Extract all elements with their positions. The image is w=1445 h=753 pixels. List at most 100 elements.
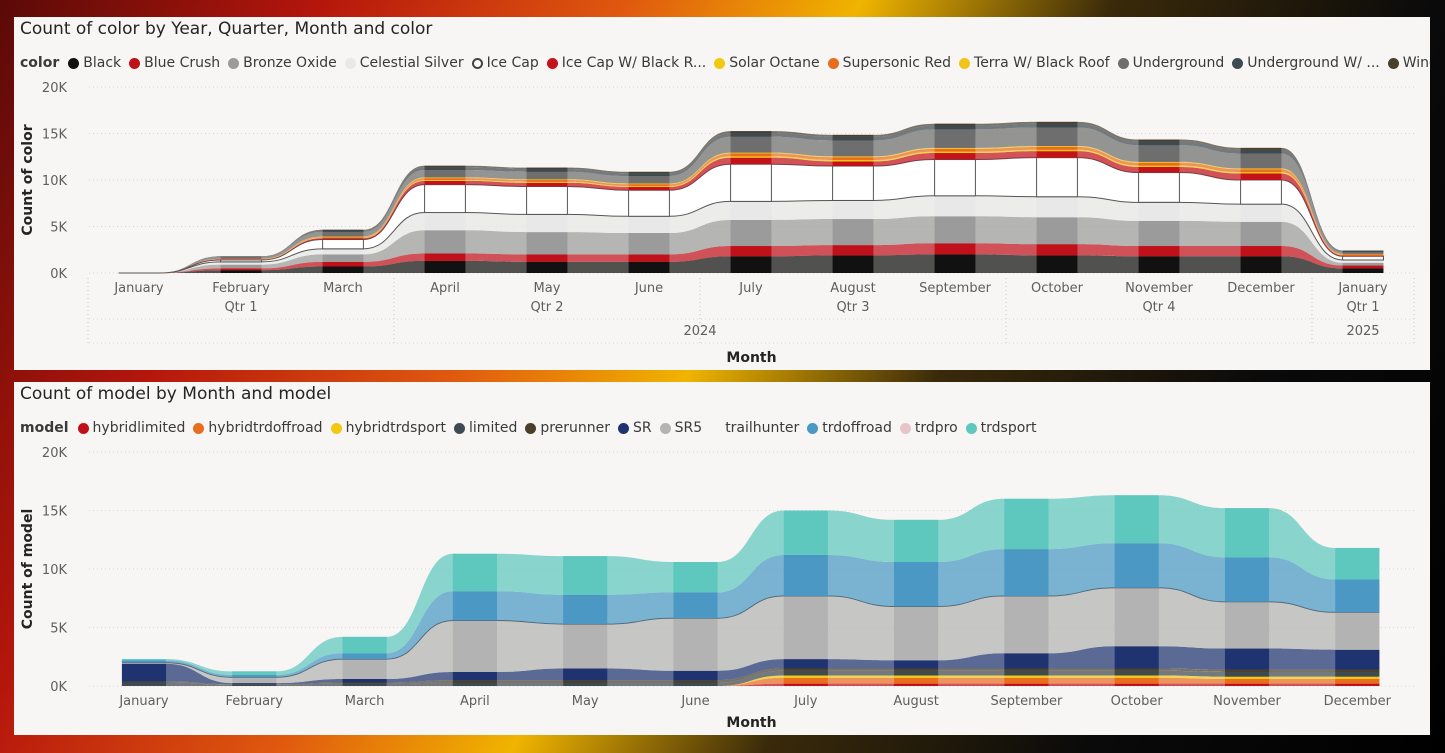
bar-segment[interactable]	[628, 184, 670, 187]
bar-segment[interactable]	[1114, 675, 1159, 678]
bar-segment[interactable]	[1138, 172, 1180, 203]
bar-segment[interactable]	[1224, 678, 1270, 684]
legend-item[interactable]: hybridtrdsport	[330, 420, 446, 436]
bar-segment[interactable]	[1224, 508, 1270, 558]
bar-segment[interactable]	[526, 179, 568, 180]
bar-segment[interactable]	[342, 653, 387, 660]
bar-segment[interactable]	[526, 254, 568, 262]
bar-segment[interactable]	[452, 620, 497, 672]
bar-segment[interactable]	[832, 165, 874, 201]
bar-segment[interactable]	[232, 677, 277, 684]
bar-segment[interactable]	[322, 236, 364, 238]
bar-segment[interactable]	[1138, 220, 1180, 247]
bar-segment[interactable]	[232, 684, 277, 686]
bar-segment[interactable]	[1342, 259, 1384, 263]
bar-segment[interactable]	[424, 165, 466, 168]
legend-item[interactable]: Black	[68, 55, 121, 71]
ribbon-series-10[interactable]	[121, 495, 1380, 675]
bar-segment[interactable]	[1342, 268, 1384, 273]
bar-segment[interactable]	[232, 683, 277, 685]
bar-segment[interactable]	[1240, 169, 1282, 173]
bar-segment[interactable]	[1138, 246, 1180, 257]
bar-segment[interactable]	[1240, 153, 1282, 169]
legend-item[interactable]: Wind Chill P...	[1387, 55, 1430, 71]
bar-segment[interactable]	[1224, 683, 1270, 686]
bar-segment[interactable]	[1224, 676, 1270, 679]
bar-segment[interactable]	[894, 519, 939, 562]
bar-segment[interactable]	[1036, 157, 1078, 198]
ribbon-series-3[interactable]	[121, 670, 1380, 686]
bar-segment[interactable]	[894, 660, 939, 669]
bar-segment[interactable]	[628, 216, 670, 234]
bar-segment[interactable]	[934, 243, 976, 255]
bar-segment[interactable]	[1335, 547, 1380, 580]
legend-item[interactable]: SR	[618, 420, 652, 436]
legend-item[interactable]: Bronze Oxide	[228, 55, 337, 71]
bar-segment[interactable]	[424, 167, 466, 170]
bar-segment[interactable]	[1335, 669, 1380, 672]
bar-segment[interactable]	[424, 212, 466, 231]
bar-segment[interactable]	[1004, 675, 1049, 678]
bar-segment[interactable]	[563, 623, 608, 669]
bar-segment[interactable]	[322, 266, 364, 273]
ribbon-series-6[interactable]	[121, 587, 1380, 684]
bar-segment[interactable]	[628, 233, 670, 255]
bar-segment[interactable]	[1114, 668, 1159, 671]
bar-segment[interactable]	[628, 254, 670, 262]
bar-segment[interactable]	[832, 157, 874, 161]
bar-segment[interactable]	[1240, 256, 1282, 273]
bar-segment[interactable]	[673, 618, 718, 671]
bar-segment[interactable]	[452, 671, 497, 681]
bar-segment[interactable]	[452, 682, 497, 686]
bar-segment[interactable]	[1114, 543, 1159, 588]
bar-segment[interactable]	[1335, 612, 1380, 650]
bar-segment[interactable]	[563, 556, 608, 595]
bar-segment[interactable]	[1240, 149, 1282, 154]
bar-segment[interactable]	[526, 181, 568, 183]
bar-segment[interactable]	[783, 668, 828, 671]
bar-segment[interactable]	[730, 157, 772, 165]
bar-segment[interactable]	[424, 230, 466, 254]
bar-segment[interactable]	[220, 268, 262, 271]
bar-segment[interactable]	[1004, 498, 1049, 550]
bar-segment[interactable]	[783, 677, 828, 684]
bar-segment[interactable]	[526, 261, 568, 273]
bar-segment[interactable]	[1342, 251, 1384, 252]
bar-segment[interactable]	[1240, 147, 1282, 150]
bar-segment[interactable]	[1036, 146, 1078, 150]
bar-segment[interactable]	[322, 239, 364, 250]
bar-segment[interactable]	[342, 636, 387, 654]
bar-segment[interactable]	[342, 683, 387, 686]
bar-segment[interactable]	[1342, 251, 1384, 254]
legend-item[interactable]: Blue Crush	[129, 55, 220, 71]
bar-segment[interactable]	[1036, 127, 1078, 147]
bar-segment[interactable]	[673, 592, 718, 619]
bar-segment[interactable]	[1114, 683, 1159, 686]
bar-segment[interactable]	[526, 186, 568, 215]
bar-segment[interactable]	[1004, 677, 1049, 684]
bar-segment[interactable]	[220, 264, 262, 269]
bar-segment[interactable]	[121, 663, 167, 682]
bar-segment[interactable]	[563, 682, 608, 686]
legend-item[interactable]: Supersonic Red	[827, 55, 951, 71]
bar-segment[interactable]	[424, 180, 466, 185]
bar-segment[interactable]	[1335, 678, 1380, 684]
bar-segment[interactable]	[526, 232, 568, 255]
bar-segment[interactable]	[1004, 549, 1049, 596]
bar-segment[interactable]	[1138, 161, 1180, 163]
bar-segment[interactable]	[730, 156, 772, 158]
bar-segment[interactable]	[322, 248, 364, 255]
legend-item[interactable]: hybridtrdoffroad	[193, 420, 323, 436]
bar-segment[interactable]	[424, 260, 466, 273]
bar-segment[interactable]	[1240, 204, 1282, 222]
bar-segment[interactable]	[783, 595, 828, 660]
bar-segment[interactable]	[322, 229, 364, 231]
bar-segment[interactable]	[934, 159, 976, 197]
legend-item[interactable]: Underground	[1117, 55, 1224, 71]
bar-segment[interactable]	[783, 510, 828, 555]
legend-item[interactable]: trdoffroad	[807, 420, 892, 436]
bar-segment[interactable]	[526, 180, 568, 182]
bar-segment[interactable]	[1240, 221, 1282, 247]
bar-segment[interactable]	[783, 683, 828, 686]
bar-segment[interactable]	[1036, 217, 1078, 245]
